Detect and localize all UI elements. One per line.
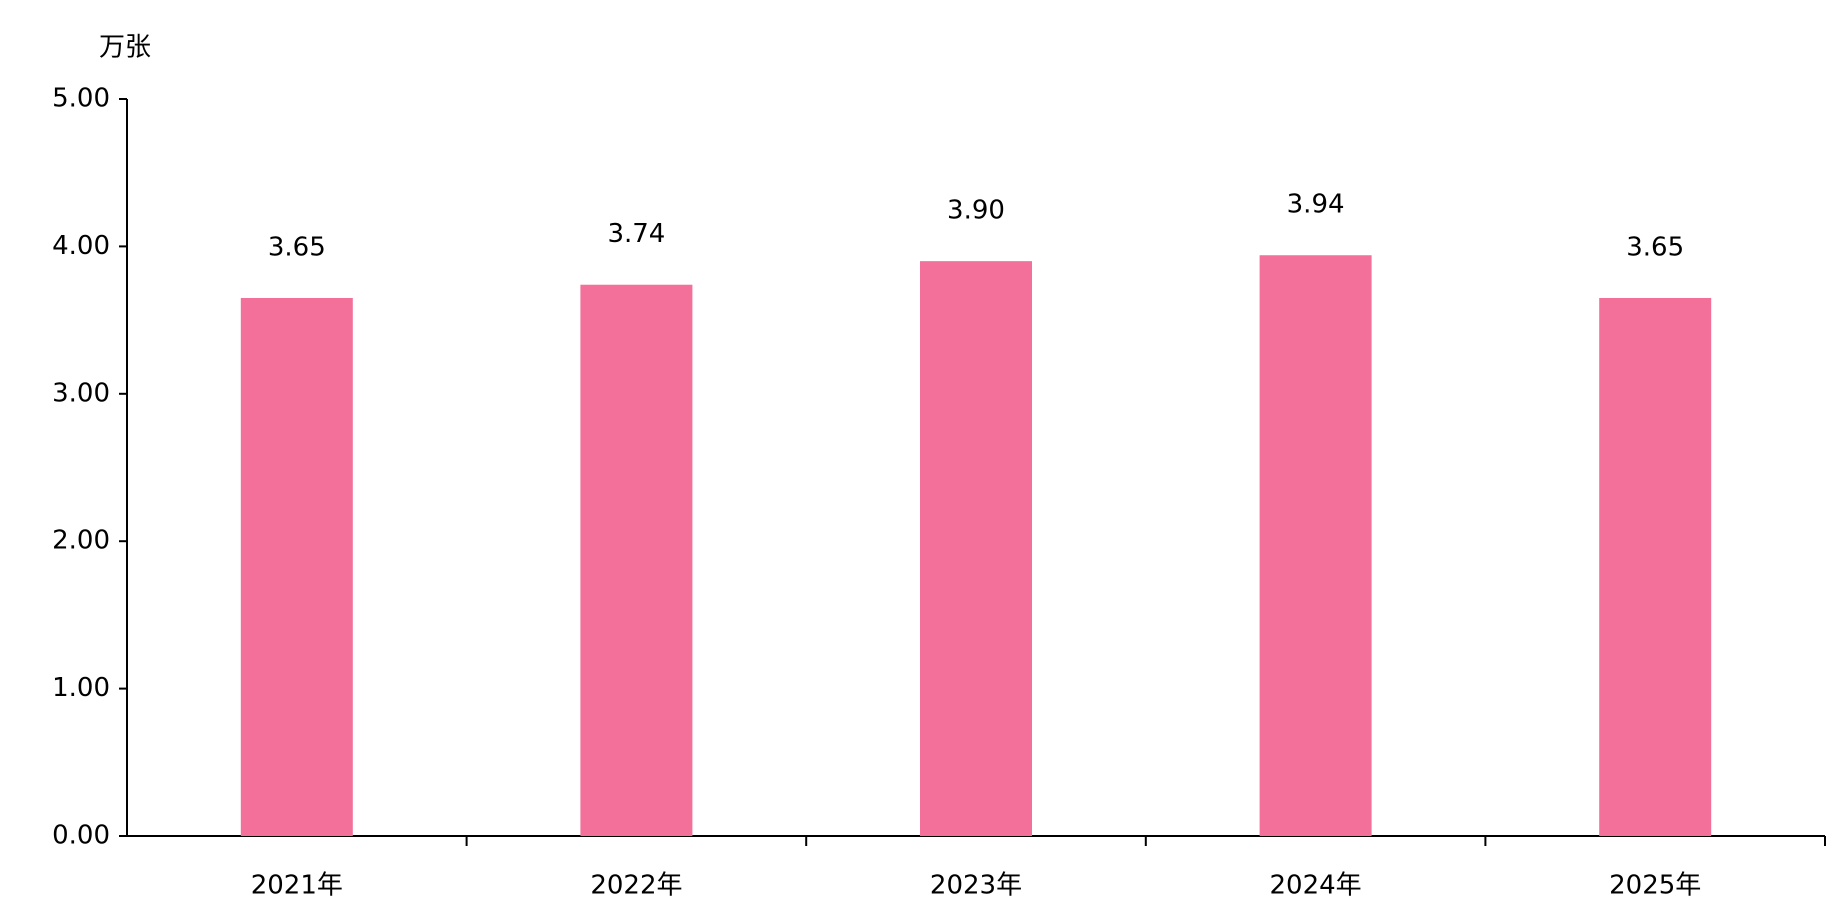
y-tick-label: 1.00 [52, 673, 110, 703]
bar [240, 297, 353, 836]
bar [580, 284, 693, 836]
y-tick-label: 5.00 [52, 84, 110, 114]
x-tick-label: 2024年 [1270, 871, 1362, 901]
value-label: 3.94 [1287, 190, 1345, 220]
value-label: 3.74 [607, 219, 665, 249]
bar [1259, 255, 1372, 836]
value-label: 3.65 [1626, 232, 1684, 262]
y-tick-label: 0.00 [52, 821, 110, 851]
x-tick-label: 2025年 [1609, 871, 1701, 901]
y-tick-label: 2.00 [52, 526, 110, 556]
x-tick-label: 2021年 [251, 871, 343, 901]
y-axis-label: 万张 [99, 33, 151, 63]
x-tick-label: 2022年 [590, 871, 682, 901]
bar [1599, 297, 1712, 836]
bar [920, 261, 1032, 836]
y-tick-label: 3.00 [52, 378, 110, 408]
x-tick-label: 2023年 [930, 871, 1022, 901]
y-tick-label: 4.00 [52, 231, 110, 261]
value-label: 3.90 [947, 196, 1005, 226]
value-label: 3.65 [268, 232, 326, 262]
